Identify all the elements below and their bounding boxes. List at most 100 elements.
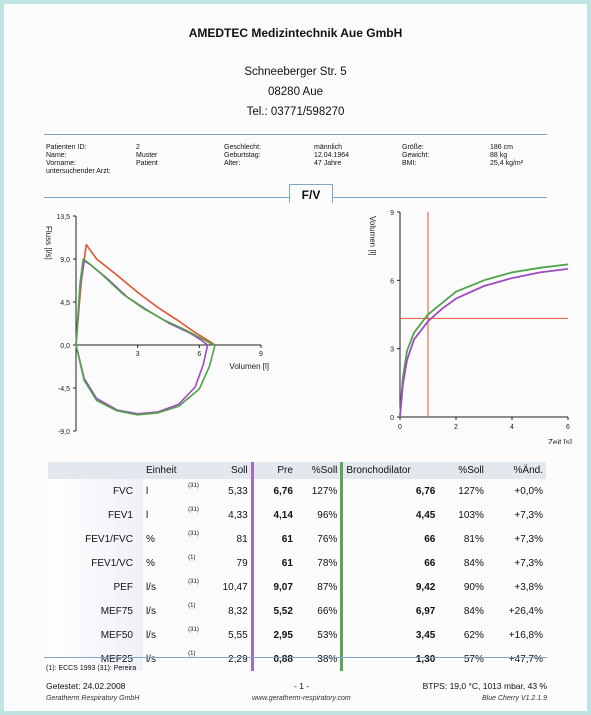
cell-change: +26,4% (508, 605, 543, 617)
table-row: PEF l/s (31) 10,47 9,07 87% 9,42 90% +3,8% (48, 575, 546, 599)
cell-bd: 4,45 (340, 503, 439, 527)
cell-pre-pct: 76% (317, 533, 338, 545)
x-axis-label: Zeit [s] (548, 438, 572, 444)
cell-pre-pct: 66% (317, 605, 338, 617)
col-bd-header: Bronchodilator (340, 462, 439, 479)
cell-soll: 10,47 (222, 581, 248, 593)
y-tick-label: -4,5 (58, 386, 70, 393)
x-tick-label: 0 (398, 424, 402, 431)
cell-bd: 1,30 (340, 647, 439, 671)
footer-tested-date: Getestet: 24.02.2008 (46, 681, 126, 691)
y-axis-label: Volumen [l] (368, 216, 377, 256)
results-table: Einheit Soll Pre %Soll Bronchodilator %S… (48, 462, 546, 671)
cell-param: MEF25 (48, 647, 143, 671)
flow-volume-curve (75, 260, 209, 346)
cell-pre: 6,76 (250, 479, 296, 503)
cell-bd-pct: 62% (463, 629, 484, 641)
cell-bd-pct: 84% (463, 557, 484, 569)
cell-ref: (31) (188, 483, 199, 489)
company-street: Schneeberger Str. 5 (244, 66, 347, 78)
col-param-header (48, 462, 143, 479)
cell-soll: 2,29 (228, 653, 248, 665)
col-unit-header: Einheit (142, 462, 186, 479)
cell-bd: 3,45 (340, 623, 439, 647)
age-value: 47 Jahre (314, 160, 342, 167)
cell-change: +7,3% (514, 509, 543, 521)
x-tick-label: 2 (454, 424, 458, 431)
y-tick-label: -9,0 (58, 429, 70, 436)
cell-soll: 81 (236, 533, 248, 545)
cell-param: MEF50 (48, 623, 143, 647)
table-header-row: Einheit Soll Pre %Soll Bronchodilator %S… (48, 462, 546, 479)
footer-references: (1): ECCS 1993 (31): Pereira (46, 665, 137, 672)
doctor-label: untersuchender Arzt: (46, 168, 111, 175)
bmi-label: BMI: (402, 160, 417, 167)
cell-bd: 66 (340, 551, 439, 575)
cell-bd: 66 (340, 527, 439, 551)
table-row: FVC l (31) 5,33 6,76 127% 6,76 127% +0,0% (48, 479, 546, 503)
cell-pre: 61 (250, 551, 296, 575)
patient-firstname-label: Vorname: (46, 160, 76, 167)
section-title: F/V (289, 184, 333, 203)
cell-pre: 4,14 (250, 503, 296, 527)
footer-vendor: Geratherm Respiratory GmbH (46, 695, 140, 702)
patient-name-value: Muster (136, 152, 158, 159)
cell-unit: l (145, 485, 149, 497)
footer-divider (44, 657, 547, 658)
cell-soll: 79 (236, 557, 248, 569)
cell-change: +47,7% (508, 653, 543, 665)
cell-ref: (1) (188, 555, 196, 561)
volume-time-curve (399, 268, 569, 418)
cell-soll: 5,55 (228, 629, 248, 641)
cell-ref: (31) (188, 579, 199, 585)
weight-label: Gewicht: (402, 152, 430, 159)
x-tick-label: 9 (259, 351, 263, 358)
cell-soll: 4,33 (228, 509, 248, 521)
y-tick-label: 6 (390, 278, 394, 285)
table-row: FEV1/VC% (1) 79 61 78% 66 84% +7,3% (48, 551, 546, 575)
table-row: MEF50 l/s (31) 5,55 2,95 53% 3,45 62% +16,8% (48, 623, 546, 647)
cell-bd: 6,97 (340, 599, 439, 623)
patient-firstname-value: Patient (136, 160, 158, 167)
cell-param: FVC (48, 479, 143, 503)
company-city: 08280 Aue (267, 86, 323, 98)
cell-soll: 8,32 (228, 605, 248, 617)
y-tick-label: 3 (390, 347, 394, 354)
cell-ref: (31) (188, 627, 199, 633)
cell-pre: 0,88 (250, 647, 296, 671)
flow-volume-curve (75, 258, 215, 346)
cell-ref: (1) (188, 651, 196, 657)
cell-unit: l/s (145, 581, 156, 593)
dob-value: 12.04.1964 (314, 152, 350, 159)
footer-website: www.geratherm-respiratory.com (252, 695, 351, 702)
cell-unit: l (145, 509, 149, 521)
table-row: MEF25 l/s (1) 2,29 0,88 38% 1,30 57% +47,7% (48, 647, 546, 671)
flow-volume-curve (75, 344, 209, 415)
cell-param: PEF (48, 575, 143, 599)
cell-pre-pct: 87% (317, 581, 338, 593)
cell-bd-pct: 84% (463, 605, 484, 617)
cell-param: FEV1 (48, 503, 143, 527)
cell-bd-pct: 57% (463, 653, 484, 665)
x-axis-label: Volumen [l] (229, 362, 269, 371)
company-phone: Tel.: 03771/598270 (246, 106, 345, 118)
footer-version: Blue Cherry V1.2.1.9 (482, 695, 547, 702)
age-label: Alter: (224, 160, 241, 167)
cell-pre-pct: 78% (317, 557, 338, 569)
cell-param: FEV1/FVC (48, 527, 143, 551)
volume-time-curve (399, 263, 569, 418)
y-tick-label: 13,5 (56, 214, 70, 221)
dob-label: Geburtstag: (224, 152, 261, 159)
col-pre-header: Pre (250, 462, 296, 479)
height-value: 186 cm (490, 144, 513, 151)
cell-soll: 5,33 (228, 485, 248, 497)
cell-bd-pct: 127% (458, 485, 484, 497)
y-tick-label: 9,0 (60, 257, 70, 264)
cell-ref: (31) (188, 507, 199, 513)
sex-value: männlich (314, 144, 343, 151)
y-axis-label: Fluss [l/s] (44, 226, 53, 260)
y-tick-label: 4,5 (60, 300, 70, 307)
cell-unit: l/s (145, 629, 156, 641)
cell-pre-pct: 38% (317, 653, 338, 665)
col-soll-header: Soll (206, 462, 253, 479)
